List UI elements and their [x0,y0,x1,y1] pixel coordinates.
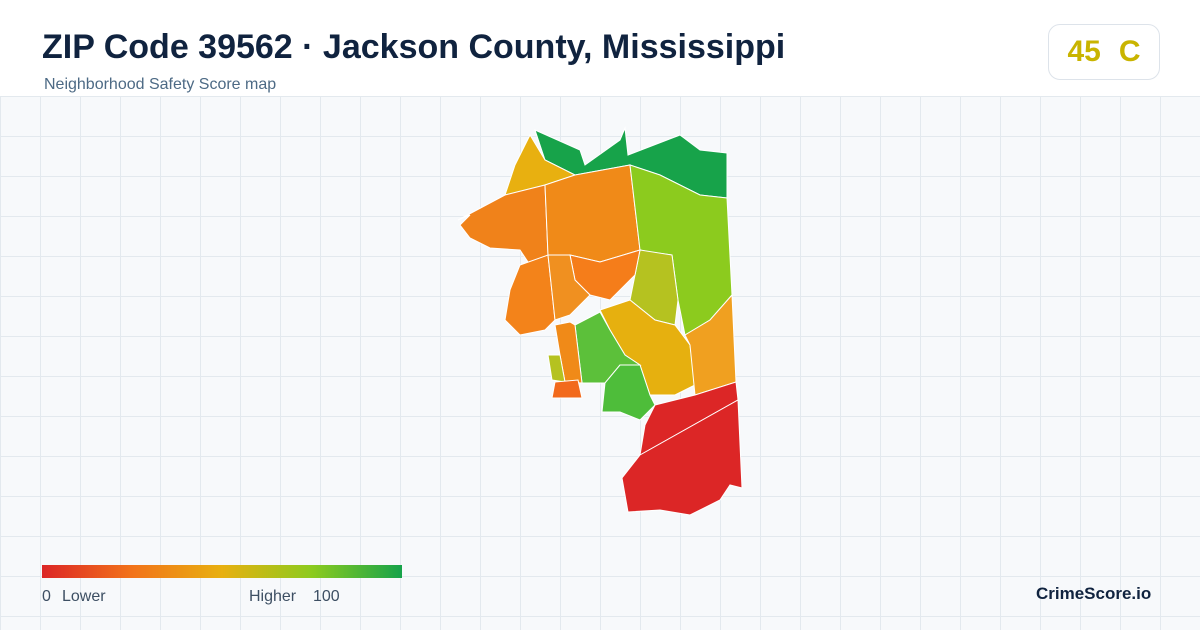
score-value: 45 [1067,35,1101,68]
region [551,379,583,399]
legend-min: 0 [42,588,51,605]
region [504,254,556,336]
score-badge: 45 C [1048,24,1160,80]
region [457,184,549,266]
subtitle: Neighborhood Safety Score map [44,76,277,93]
legend-min-label: Lower [62,588,106,605]
region [621,399,743,516]
legend-max: 100 [313,588,340,605]
brand: CrimeScore.io [1036,584,1152,603]
title: ZIP Code 39562 · Jackson County, Mississ… [42,28,786,66]
score-grade: C [1118,35,1141,68]
legend-bar [42,565,402,578]
header: ZIP Code 39562 · Jackson County, Mississ… [0,0,1200,96]
region [547,254,591,321]
legend-max-label: Higher [249,588,297,605]
